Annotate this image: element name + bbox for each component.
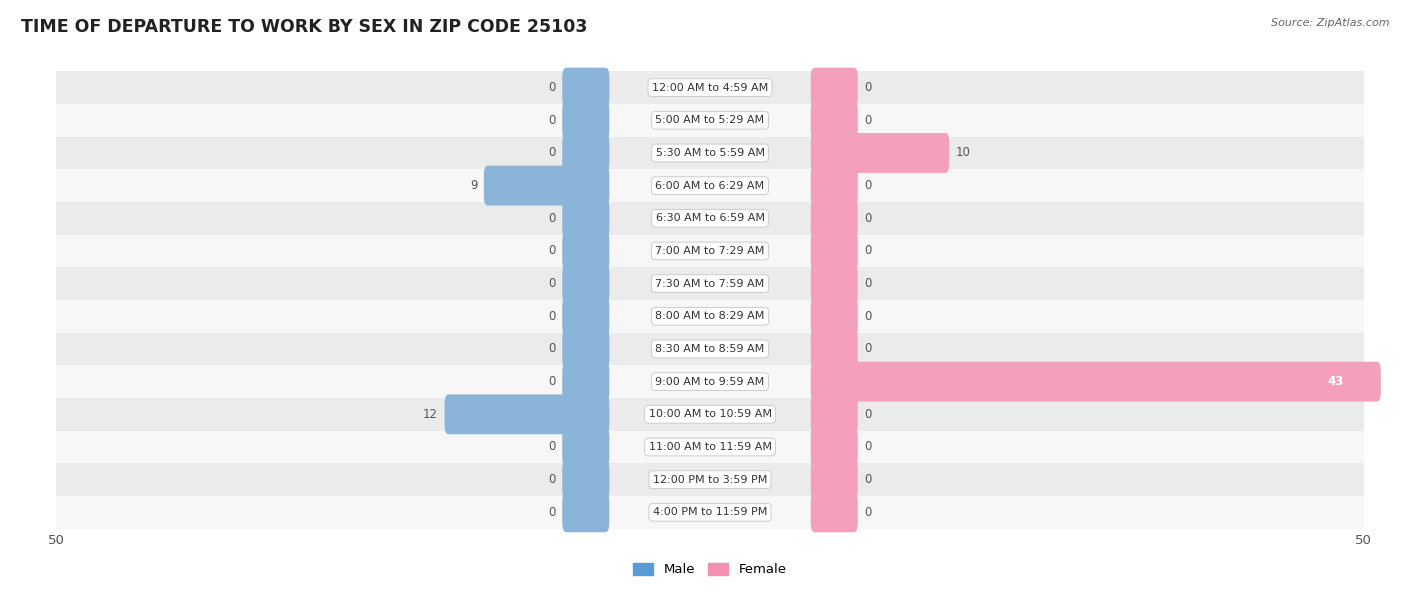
FancyBboxPatch shape [562, 427, 609, 467]
Text: 0: 0 [548, 506, 555, 519]
FancyBboxPatch shape [484, 166, 609, 206]
Text: 11:00 AM to 11:59 AM: 11:00 AM to 11:59 AM [648, 442, 772, 452]
FancyBboxPatch shape [562, 296, 609, 336]
Bar [56, 267, 1364, 300]
FancyBboxPatch shape [562, 362, 609, 402]
Bar [56, 202, 1364, 235]
FancyBboxPatch shape [811, 492, 858, 532]
Text: 8:30 AM to 8:59 AM: 8:30 AM to 8:59 AM [655, 344, 765, 354]
FancyBboxPatch shape [811, 68, 858, 108]
Text: 6:00 AM to 6:29 AM: 6:00 AM to 6:29 AM [655, 181, 765, 191]
Bar [56, 333, 1364, 365]
Text: 10: 10 [956, 147, 970, 159]
Text: 0: 0 [865, 343, 872, 355]
Text: 4:00 PM to 11:59 PM: 4:00 PM to 11:59 PM [652, 507, 768, 517]
Bar [56, 496, 1364, 529]
FancyBboxPatch shape [562, 133, 609, 173]
Bar [56, 463, 1364, 496]
Text: 7:30 AM to 7:59 AM: 7:30 AM to 7:59 AM [655, 279, 765, 289]
Text: 0: 0 [548, 277, 555, 290]
Text: 5:00 AM to 5:29 AM: 5:00 AM to 5:29 AM [655, 115, 765, 125]
FancyBboxPatch shape [811, 427, 858, 467]
Text: 0: 0 [865, 212, 872, 225]
Text: 8:00 AM to 8:29 AM: 8:00 AM to 8:29 AM [655, 311, 765, 321]
FancyBboxPatch shape [444, 394, 609, 434]
FancyBboxPatch shape [562, 264, 609, 304]
FancyBboxPatch shape [811, 133, 949, 173]
FancyBboxPatch shape [811, 394, 858, 434]
FancyBboxPatch shape [811, 296, 858, 336]
Bar [56, 71, 1364, 104]
Text: 9: 9 [470, 179, 477, 192]
Text: 0: 0 [548, 114, 555, 127]
FancyBboxPatch shape [811, 166, 858, 206]
Text: 0: 0 [548, 81, 555, 94]
FancyBboxPatch shape [811, 329, 858, 369]
Bar [56, 300, 1364, 333]
Text: 0: 0 [865, 473, 872, 486]
Text: TIME OF DEPARTURE TO WORK BY SEX IN ZIP CODE 25103: TIME OF DEPARTURE TO WORK BY SEX IN ZIP … [21, 18, 588, 36]
Text: 0: 0 [865, 114, 872, 127]
Text: 0: 0 [548, 343, 555, 355]
Text: 43: 43 [1327, 375, 1344, 388]
FancyBboxPatch shape [562, 492, 609, 532]
Text: 0: 0 [548, 147, 555, 159]
FancyBboxPatch shape [562, 198, 609, 238]
Text: 6:30 AM to 6:59 AM: 6:30 AM to 6:59 AM [655, 213, 765, 223]
Text: 0: 0 [865, 441, 872, 453]
Text: 0: 0 [548, 375, 555, 388]
Text: 0: 0 [865, 408, 872, 421]
Text: 12:00 PM to 3:59 PM: 12:00 PM to 3:59 PM [652, 475, 768, 485]
Bar [56, 431, 1364, 463]
Text: 0: 0 [865, 81, 872, 94]
Bar [56, 235, 1364, 267]
Bar [56, 137, 1364, 169]
Text: 0: 0 [548, 473, 555, 486]
Text: 0: 0 [865, 179, 872, 192]
Text: 0: 0 [865, 277, 872, 290]
FancyBboxPatch shape [562, 460, 609, 500]
FancyBboxPatch shape [562, 329, 609, 369]
Legend: Male, Female: Male, Female [628, 558, 792, 582]
Bar [56, 169, 1364, 202]
Text: 5:30 AM to 5:59 AM: 5:30 AM to 5:59 AM [655, 148, 765, 158]
FancyBboxPatch shape [562, 100, 609, 140]
Text: 7:00 AM to 7:29 AM: 7:00 AM to 7:29 AM [655, 246, 765, 256]
FancyBboxPatch shape [811, 362, 1381, 402]
Bar [56, 365, 1364, 398]
Bar [56, 398, 1364, 431]
FancyBboxPatch shape [562, 231, 609, 271]
Text: 0: 0 [865, 310, 872, 323]
Text: 0: 0 [865, 245, 872, 257]
FancyBboxPatch shape [811, 100, 858, 140]
Text: Source: ZipAtlas.com: Source: ZipAtlas.com [1271, 18, 1389, 28]
FancyBboxPatch shape [811, 198, 858, 238]
FancyBboxPatch shape [811, 264, 858, 304]
FancyBboxPatch shape [562, 68, 609, 108]
Text: 12:00 AM to 4:59 AM: 12:00 AM to 4:59 AM [652, 83, 768, 93]
Bar [56, 104, 1364, 137]
Text: 0: 0 [548, 245, 555, 257]
Text: 10:00 AM to 10:59 AM: 10:00 AM to 10:59 AM [648, 409, 772, 419]
Text: 0: 0 [548, 212, 555, 225]
Text: 9:00 AM to 9:59 AM: 9:00 AM to 9:59 AM [655, 377, 765, 387]
FancyBboxPatch shape [811, 460, 858, 500]
Text: 0: 0 [865, 506, 872, 519]
FancyBboxPatch shape [811, 231, 858, 271]
Text: 0: 0 [548, 310, 555, 323]
Text: 0: 0 [548, 441, 555, 453]
Text: 12: 12 [423, 408, 439, 421]
